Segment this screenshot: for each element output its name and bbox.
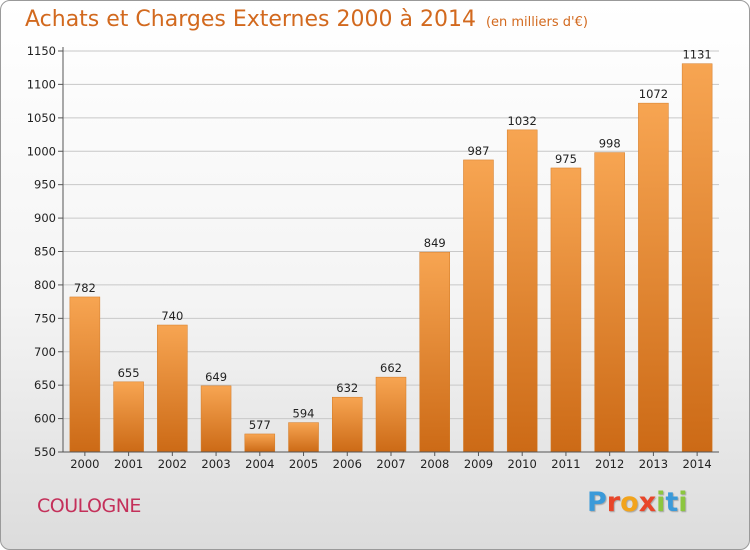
logo-letter: o [620, 487, 639, 518]
bar-2008 [419, 251, 450, 453]
x-tick-label: 2003 [201, 457, 230, 471]
bar-2005 [288, 422, 319, 453]
bar-2011 [550, 167, 582, 453]
y-tick-label: 900 [34, 211, 56, 225]
bar-2012 [594, 152, 625, 453]
x-tick-label: 2013 [639, 457, 668, 471]
bar-2014 [681, 63, 713, 453]
bar-value-label: 662 [380, 361, 402, 375]
bar-2006 [332, 396, 363, 453]
x-tick-label: 2011 [551, 457, 580, 471]
y-tick-label: 850 [34, 245, 56, 259]
y-tick-label: 800 [34, 278, 56, 292]
x-tick-label: 2001 [114, 457, 143, 471]
bar-2004 [244, 433, 276, 453]
x-tick-label: 2010 [508, 457, 537, 471]
logo-letter: x [638, 487, 657, 518]
bar-value-label: 987 [467, 144, 489, 158]
bar-2002 [157, 324, 188, 453]
y-tick-label: 600 [34, 412, 56, 426]
bar-value-label: 849 [424, 236, 446, 250]
x-tick-label: 2009 [464, 457, 493, 471]
x-tick-label: 2004 [245, 457, 274, 471]
x-tick-label: 2014 [682, 457, 711, 471]
chart-title-text: Achats et Charges Externes 2000 à 2014 [25, 7, 476, 32]
x-tick-label: 2008 [420, 457, 449, 471]
bar-value-label: 1131 [682, 48, 711, 62]
logo-letter: i [656, 487, 666, 518]
bar-value-label: 975 [555, 152, 577, 166]
bars: 782 655 740 649 577 594 632 662 849 987 1032 975 998… [69, 48, 713, 453]
bar-value-label: 1032 [508, 114, 537, 128]
y-tick-label: 750 [34, 311, 56, 325]
y-tick-label: 700 [34, 345, 56, 359]
logo-letter: i [678, 487, 688, 518]
x-tick-label: 2012 [595, 457, 624, 471]
bar-value-label: 782 [74, 281, 96, 295]
x-tick-label: 2002 [158, 457, 187, 471]
bar-value-label: 655 [118, 366, 140, 380]
bar-value-label: 649 [205, 370, 227, 384]
bar-value-label: 577 [249, 418, 271, 432]
bar-2009 [463, 159, 494, 453]
y-tick-label: 650 [34, 378, 56, 392]
y-tick-label: 550 [34, 445, 56, 459]
bar-value-label: 740 [161, 309, 183, 323]
bar-2013 [638, 102, 669, 453]
bar-2010 [506, 129, 538, 453]
x-tick-label: 2006 [333, 457, 362, 471]
y-tick-label: 1000 [27, 144, 56, 158]
bar-2001 [113, 381, 144, 453]
axes: 550 600 650 700 750 800 850 900 950 1000 1050 1100 1… [27, 44, 719, 471]
y-tick-label: 950 [34, 178, 56, 192]
bar-value-label: 632 [336, 381, 358, 395]
x-tick-label: 2007 [376, 457, 405, 471]
y-tick-label: 1150 [27, 44, 56, 58]
bar-2000 [69, 296, 101, 453]
logo-letter: r [606, 487, 621, 518]
logo-letter: P [587, 487, 607, 518]
bar-value-label: 594 [293, 407, 315, 421]
chart-title: Achats et Charges Externes 2000 à 2014 (e… [25, 7, 588, 32]
x-tick-label: 2000 [70, 457, 99, 471]
y-tick-label: 1050 [27, 111, 56, 125]
y-tick-label: 1100 [27, 77, 56, 91]
x-tick-label: 2005 [289, 457, 318, 471]
bar-2007 [375, 376, 407, 453]
chart-subtitle: (en milliers d'€) [485, 15, 588, 30]
bar-value-label: 998 [599, 137, 621, 151]
bar-2003 [200, 385, 232, 453]
proxiti-logo: Proxiti [587, 487, 688, 518]
logo-letter: t [665, 487, 679, 518]
bar-value-label: 1072 [639, 87, 668, 101]
commune-name: COULOGNE [37, 495, 141, 517]
